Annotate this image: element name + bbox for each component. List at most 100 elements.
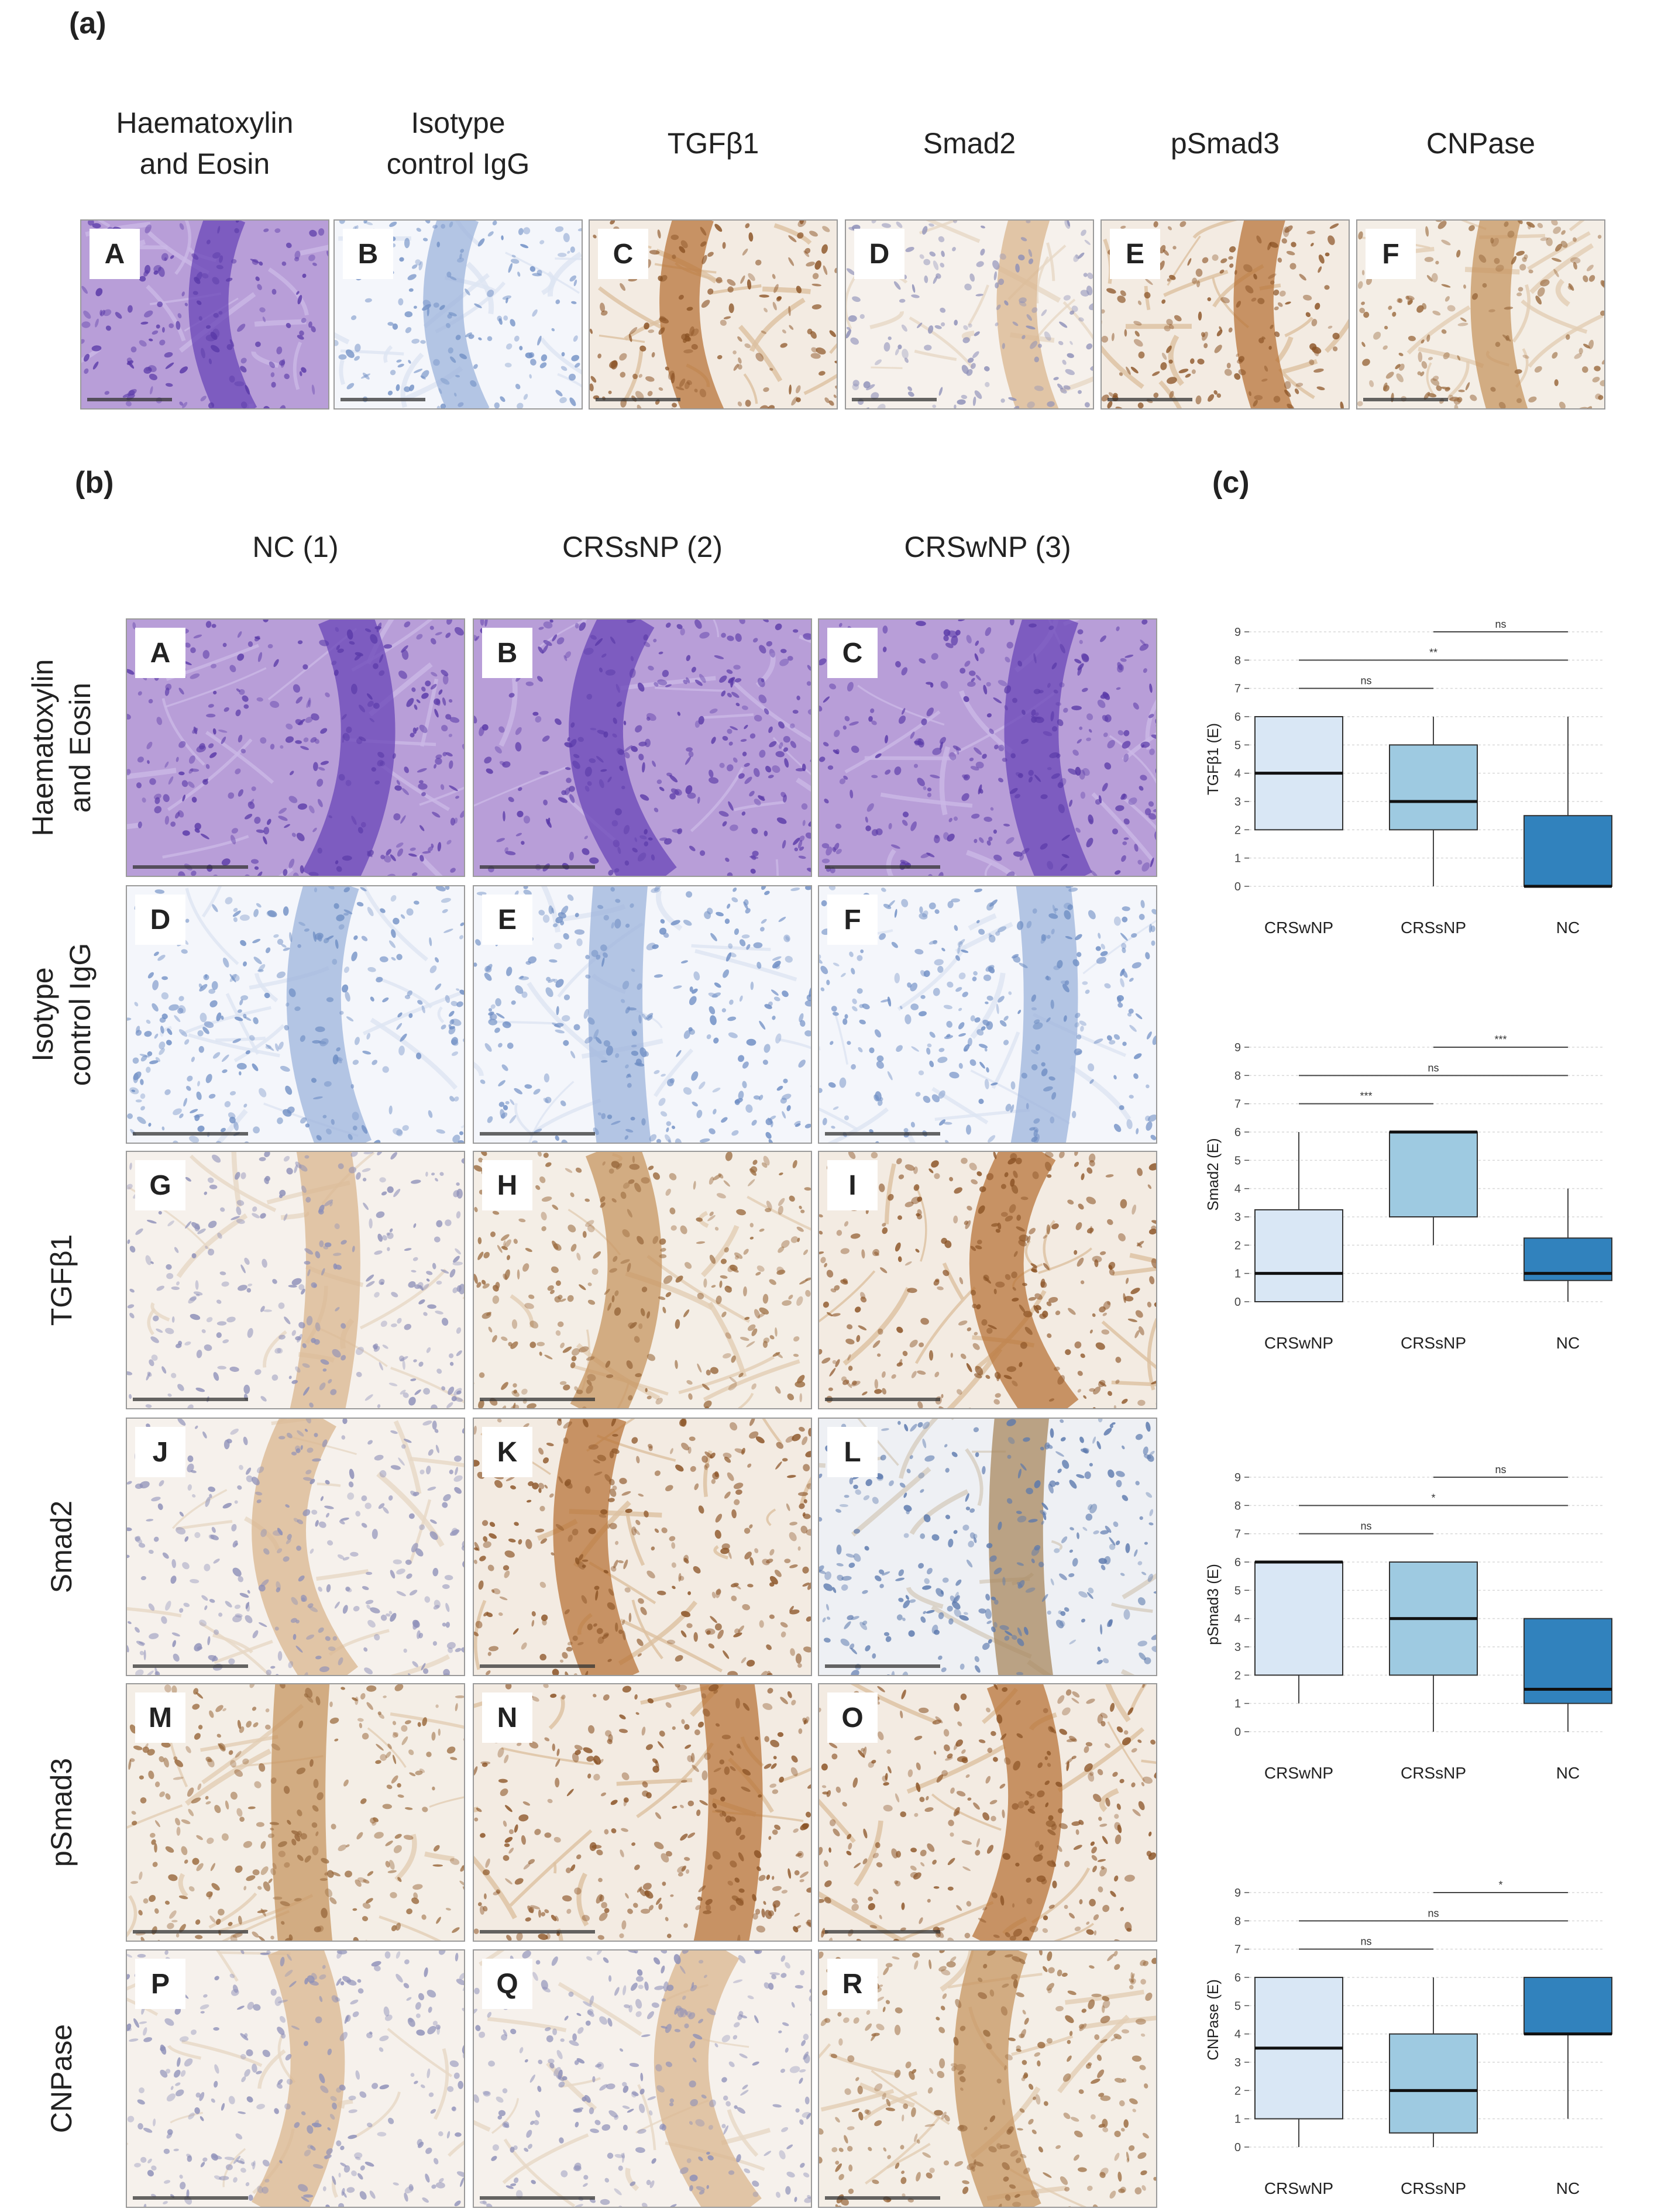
micrograph-image <box>819 620 1156 876</box>
y-axis-label: pSmad3 (E) <box>1204 1564 1222 1645</box>
y-tick-label: 6 <box>1234 711 1241 724</box>
column-title-a: TGFβ1 <box>667 127 759 160</box>
y-tick-label: 5 <box>1234 2000 1241 2013</box>
box-crssnp <box>1389 2033 1478 2134</box>
y-tick-label: 0 <box>1234 1726 1241 1739</box>
scale-bar <box>133 2196 248 2200</box>
scale-bar <box>341 398 425 401</box>
y-tick-label: 0 <box>1234 1296 1241 1309</box>
micrograph-image <box>474 620 811 876</box>
y-tick-label: 3 <box>1234 2056 1241 2069</box>
scale-bar <box>480 1398 595 1401</box>
y-tick-label: 3 <box>1234 796 1241 809</box>
significance-label: *** <box>1360 1090 1372 1102</box>
box-crssnp <box>1389 1131 1478 1217</box>
panel-letter: A <box>135 628 185 678</box>
histology-panel-p: P <box>126 1949 465 2208</box>
y-tick-label: 8 <box>1234 1499 1241 1512</box>
panel-letter: D <box>854 229 904 279</box>
x-category-label: NC <box>1556 1764 1580 1782</box>
histology-panel-o: O <box>818 1683 1157 1942</box>
scale-bar <box>1108 398 1192 401</box>
panel-letter: F <box>1366 229 1416 279</box>
y-tick-label: 2 <box>1234 1669 1241 1682</box>
panel-letter: Q <box>482 1959 532 2009</box>
stain-panel-a: A <box>80 219 329 410</box>
panel-label-b: (b) <box>75 466 114 500</box>
chart-psmad3: 0 1 2 3 4 5 6 7 8 9 pSmad3 (E) CRSwNP CRSsNP NC ns * ns <box>1204 1464 1612 1782</box>
x-category-label: NC <box>1556 1334 1580 1352</box>
x-category-label: CRSsNP <box>1401 1334 1466 1352</box>
y-tick-label: 8 <box>1234 654 1241 667</box>
row-label: CNPase <box>45 2024 78 2134</box>
micrograph-image <box>81 221 328 408</box>
micrograph-image <box>1102 221 1349 408</box>
x-category-label: CRSsNP <box>1401 918 1466 937</box>
y-tick-label: 9 <box>1234 1887 1241 1900</box>
panel-letter: I <box>827 1160 878 1210</box>
histology-panel-c: C <box>818 618 1157 877</box>
scale-bar <box>596 398 680 401</box>
scale-bar <box>852 398 937 401</box>
panel-label-a: (a) <box>69 6 106 40</box>
y-tick-label: 7 <box>1234 683 1241 696</box>
y-tick-label: 7 <box>1234 1098 1241 1111</box>
y-tick-label: 5 <box>1234 1584 1241 1597</box>
y-tick-label: 9 <box>1234 1471 1241 1484</box>
group-column-title: CRSsNP (2) <box>562 531 723 563</box>
stain-panel-b: B <box>333 219 583 410</box>
chart-cnpase: 0 1 2 3 4 5 6 7 8 9 CNPase (E) CRSwNP CRSsNP NC * ns ns <box>1204 1879 1612 2197</box>
scale-bar <box>825 865 940 869</box>
panel-letter: O <box>827 1692 878 1743</box>
panel-letter: J <box>135 1427 185 1477</box>
significance-label: ns <box>1495 1464 1506 1475</box>
significance-label: ns <box>1428 1062 1439 1074</box>
y-tick-label: 7 <box>1234 1943 1241 1956</box>
chart-tgfb1: 0 1 2 3 4 5 6 7 8 9 TGFβ1 (E) CRSwNP CRSsNP NC ns ** ns <box>1204 618 1612 937</box>
histology-panel-h: H <box>473 1151 812 1409</box>
column-title-a: Haematoxylin and Eosin <box>116 106 294 180</box>
panel-letter: B <box>482 628 532 678</box>
x-category-label: CRSwNP <box>1264 918 1333 937</box>
x-category-label: CRSsNP <box>1401 1764 1466 1782</box>
scale-bar <box>825 1930 940 1934</box>
panel-letter: E <box>482 895 532 945</box>
y-tick-label: 4 <box>1234 1183 1241 1196</box>
panel-letter: A <box>90 229 140 279</box>
y-tick-label: 1 <box>1234 2113 1241 2126</box>
scale-bar <box>133 1930 248 1934</box>
box-crswnp <box>1254 1561 1343 1676</box>
micrograph-image <box>846 221 1093 408</box>
scale-bar <box>825 1132 940 1136</box>
panel-letter: N <box>482 1692 532 1743</box>
significance-label: ns <box>1495 618 1506 630</box>
y-tick-label: 1 <box>1234 852 1241 865</box>
x-category-label: NC <box>1556 2179 1580 2197</box>
scale-bar <box>480 1132 595 1136</box>
box-nc <box>1523 1977 1612 2035</box>
histology-panel-l: L <box>818 1418 1157 1676</box>
x-category-label: CRSsNP <box>1401 2179 1466 2197</box>
significance-label: ns <box>1360 1520 1371 1532</box>
scale-bar <box>825 1664 940 1668</box>
micrograph-image <box>819 1950 1156 2207</box>
panel-letter: R <box>827 1959 878 2009</box>
y-tick-label: 6 <box>1234 1126 1241 1139</box>
significance-label: ns <box>1360 1936 1371 1948</box>
significance-label: * <box>1431 1492 1435 1504</box>
scale-bar <box>87 398 172 401</box>
significance-label: ** <box>1429 646 1437 658</box>
histology-panel-b: B <box>473 618 812 877</box>
x-category-label: CRSwNP <box>1264 1764 1333 1782</box>
y-tick-label: 3 <box>1234 1641 1241 1654</box>
y-tick-label: 9 <box>1234 626 1241 639</box>
panel-letter: D <box>135 895 185 945</box>
histology-panel-g: G <box>126 1151 465 1409</box>
y-tick-label: 5 <box>1234 1154 1241 1167</box>
panel-letter: H <box>482 1160 532 1210</box>
scale-bar <box>133 1132 248 1136</box>
column-title-a: CNPase <box>1426 127 1536 160</box>
histology-panel-a: A <box>126 618 465 877</box>
scale-bar <box>825 2196 940 2200</box>
x-category-label: CRSwNP <box>1264 1334 1333 1352</box>
